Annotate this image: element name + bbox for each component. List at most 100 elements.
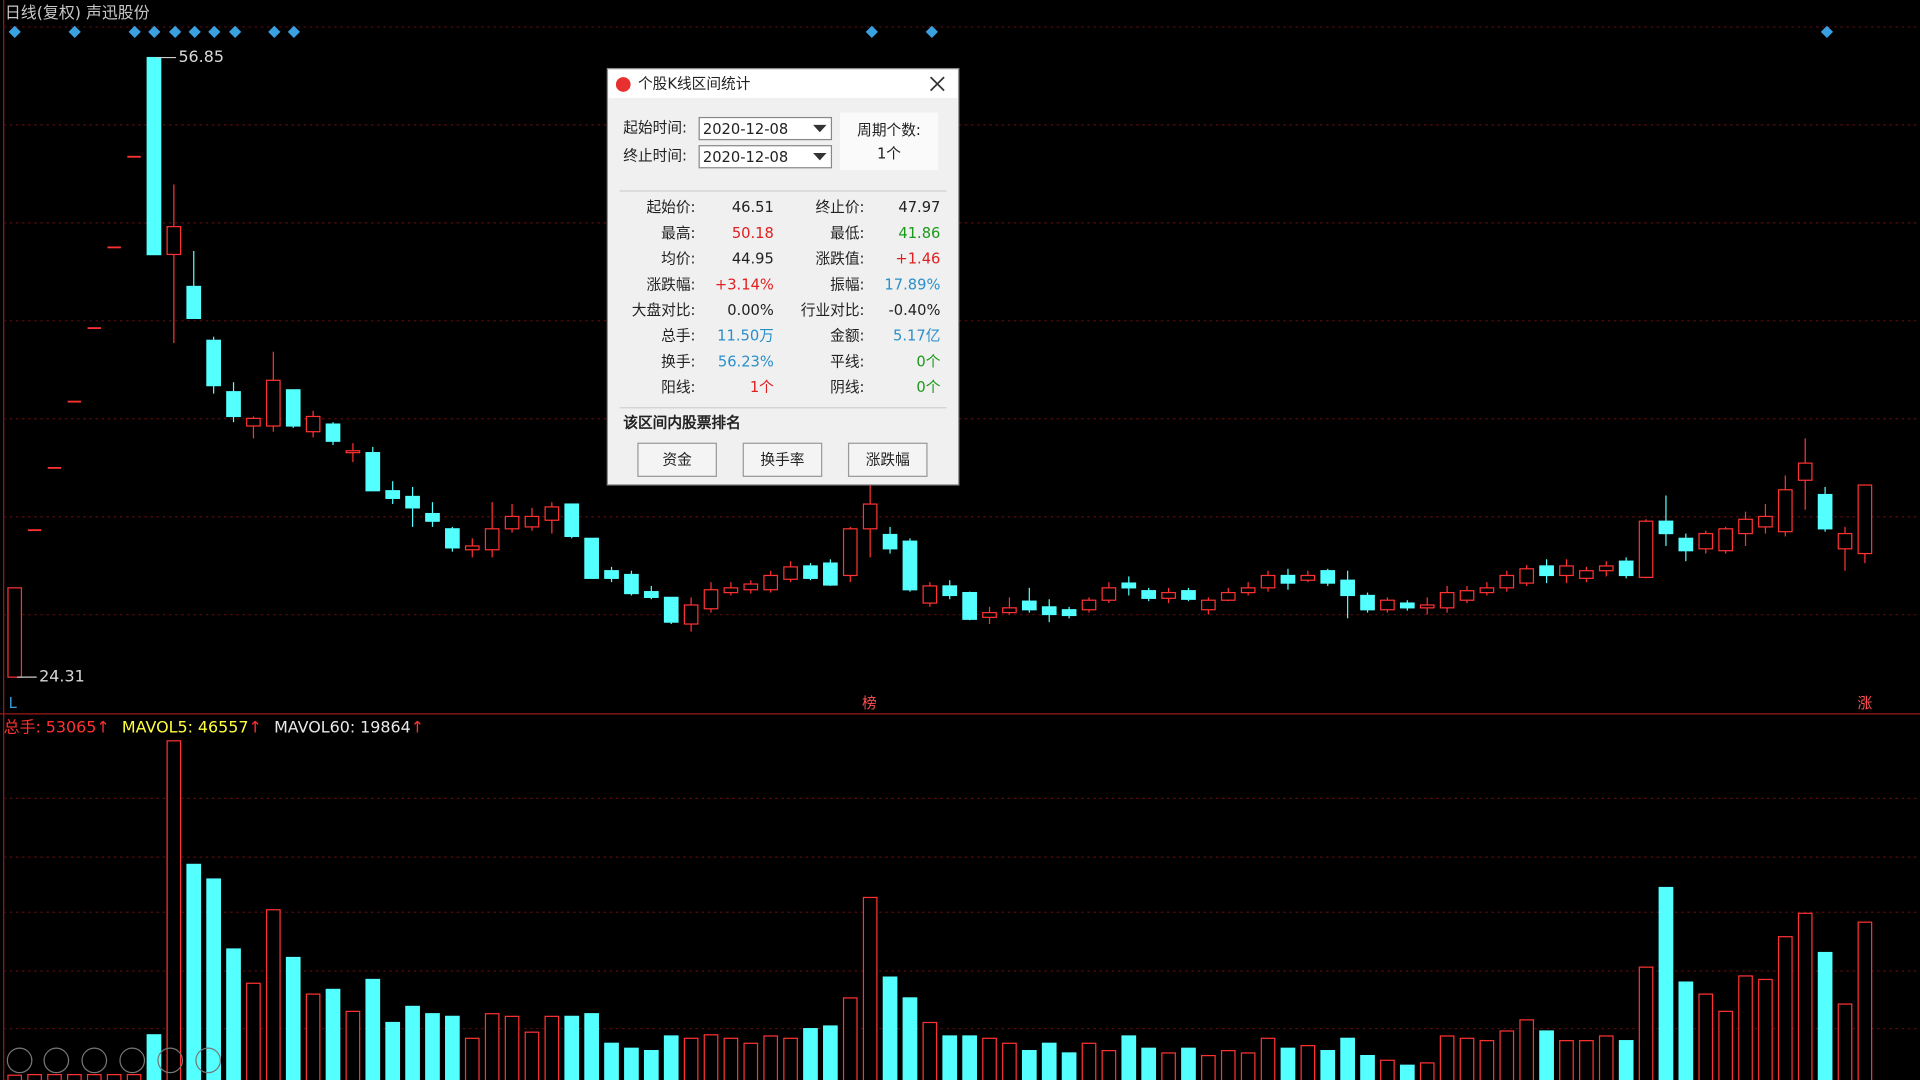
volume-bar [504, 1015, 520, 1080]
volume-bar [842, 997, 858, 1080]
candle-body [285, 389, 301, 427]
app-icon [615, 77, 631, 92]
stat-value: 50.18 [732, 225, 774, 242]
volume-bar [1081, 1042, 1097, 1080]
candle-body [663, 596, 679, 623]
tool-button[interactable] [6, 1047, 33, 1074]
candle-body [544, 506, 560, 521]
legend-label: MAVOL60: [274, 717, 355, 736]
volume-bar [1559, 1040, 1574, 1080]
tool-button[interactable] [195, 1047, 222, 1074]
candle-body [882, 533, 898, 550]
volume-bar [643, 1050, 659, 1080]
volume-bar [146, 1034, 162, 1080]
start-label: 起始时间: [623, 120, 687, 137]
candle-body [942, 585, 958, 597]
volume-bar [445, 1015, 460, 1080]
tool-button[interactable] [157, 1047, 184, 1074]
candle-body [1360, 594, 1375, 611]
volume-bar [1041, 1042, 1057, 1080]
tool-button[interactable] [119, 1047, 146, 1074]
stat-label: 最低: [830, 225, 864, 242]
volume-bar [484, 1013, 500, 1080]
chart-title: 日线(复权) 声迅股份 [5, 3, 150, 22]
candle-body [464, 545, 480, 551]
stat-label: 阳线: [661, 379, 695, 396]
volume-bar [1678, 981, 1694, 1080]
start-date-select[interactable] [698, 116, 833, 141]
volume-bar [1718, 1010, 1733, 1080]
candle-body [1817, 493, 1833, 530]
stat-value: 41.86 [898, 225, 940, 242]
candle-body [962, 591, 977, 620]
volume-bar [1598, 1035, 1614, 1080]
dropdown-arrow [813, 153, 827, 161]
stat-label: 涨跌值: [815, 251, 864, 268]
volume-bar [1579, 1040, 1594, 1080]
candle-body [1777, 489, 1793, 533]
candle-body [1399, 602, 1415, 609]
close-button[interactable] [930, 76, 945, 92]
candle-body [624, 573, 639, 595]
stat-label: 大盘对比: [632, 301, 696, 319]
candle-body [1320, 570, 1336, 584]
candle-body [743, 583, 759, 591]
volume-bar [1121, 1035, 1137, 1080]
tool-button[interactable] [81, 1047, 108, 1074]
volume-bar [67, 1074, 82, 1080]
candle-body [504, 515, 520, 530]
stats-table: 起始价: 46.51 终止价: 47.97 最高: 50.18 最低: 41.86 均价: 44.… [632, 199, 941, 396]
stat-label: 阴线: [830, 379, 864, 396]
volume-bar [1240, 1052, 1256, 1080]
candle-body [166, 226, 182, 256]
candle-body [405, 495, 420, 509]
volume-bar [345, 1010, 361, 1080]
candle-body [1021, 600, 1037, 611]
candle-body [1061, 609, 1077, 617]
volume-bar [723, 1037, 739, 1080]
stat-label: 振幅: [830, 276, 864, 293]
volume-bar [703, 1034, 719, 1080]
ranking-title: 该区间内股票排名 [623, 414, 741, 432]
volume-bar [1797, 912, 1813, 1080]
stat-label: 金额: [830, 328, 864, 345]
legend-arrow: ↑ [411, 717, 424, 736]
period-box [840, 112, 938, 171]
candle-body [1459, 590, 1475, 601]
annotation: L [9, 695, 18, 712]
candle-body [1419, 604, 1435, 609]
volume-bar [1817, 951, 1833, 1080]
volume-bar [982, 1037, 997, 1080]
volume-bar [186, 863, 202, 1080]
stat-label: 涨跌幅: [646, 276, 695, 293]
candle-body [982, 611, 997, 618]
volume-bar [1161, 1052, 1176, 1080]
candle-body [1161, 591, 1176, 599]
volume-bar [1499, 1030, 1515, 1080]
candle-body [1598, 565, 1614, 572]
volume-bar [206, 878, 221, 1080]
candle-body [365, 452, 381, 492]
stat-value: 0个 [916, 353, 940, 370]
volume-bars [7, 740, 1873, 1080]
volume-bar [1638, 966, 1654, 1080]
volume-bar [962, 1035, 977, 1080]
tool-button[interactable] [43, 1047, 70, 1074]
volume-bar [106, 1074, 122, 1080]
rank-button[interactable] [847, 442, 928, 477]
volume-bar [385, 1021, 401, 1080]
volume-bar [166, 740, 182, 1080]
volume-bar [1857, 921, 1873, 1080]
volume-bar [1519, 1019, 1535, 1080]
candle-body [1041, 606, 1057, 616]
legend-arrow: ↑ [248, 717, 261, 736]
stat-value: 56.23% [718, 353, 774, 370]
rank-button-label: 资金 [662, 451, 692, 468]
rank-button[interactable] [742, 442, 823, 477]
volume-bar [1021, 1050, 1037, 1080]
rank-button[interactable] [637, 442, 717, 477]
max-label: 56.85 [178, 47, 224, 66]
end-date-select[interactable] [698, 145, 833, 169]
candles: 56.85 24.31 [7, 47, 1873, 686]
volume-bar [803, 1028, 818, 1080]
